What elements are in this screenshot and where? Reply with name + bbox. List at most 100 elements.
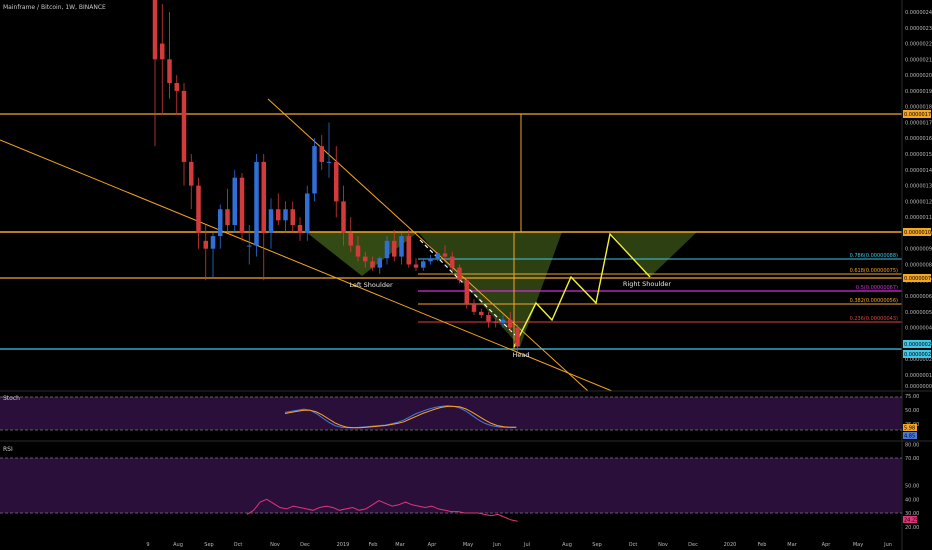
candle-body[interactable] <box>276 209 281 221</box>
candle-body[interactable] <box>152 0 158 60</box>
candle-body[interactable] <box>312 146 317 194</box>
candle-body[interactable] <box>167 59 172 84</box>
rsi-label: RSI <box>3 446 13 453</box>
candle-body[interactable] <box>218 209 223 237</box>
candle-body[interactable] <box>413 264 419 268</box>
candle-body[interactable] <box>377 258 383 268</box>
time-axis[interactable]: 9 Aug Sep Oct Nov Dec 2019 Feb Mar Apr May Jun Jul Au… <box>146 542 892 548</box>
candle-body[interactable] <box>290 209 296 226</box>
candle-body[interactable] <box>239 177 245 233</box>
time-tick-label: Jun <box>492 542 501 548</box>
price-tag-label: 0.00000101 <box>904 230 932 236</box>
candle-body[interactable] <box>203 240 209 249</box>
candle-body[interactable] <box>392 240 397 257</box>
time-tick-label: Jul <box>523 542 530 548</box>
candle-body[interactable] <box>254 161 259 246</box>
candle-body[interactable] <box>471 303 477 312</box>
right-shoulder-label: Right Shoulder <box>623 280 671 288</box>
rsi-line[interactable] <box>246 498 518 522</box>
candle-body[interactable] <box>196 185 201 233</box>
candle-body[interactable] <box>435 253 441 259</box>
candle-body[interactable] <box>160 43 165 60</box>
candle-body[interactable] <box>174 83 180 91</box>
candle-body[interactable] <box>384 240 390 259</box>
candle-body[interactable] <box>450 256 455 268</box>
candle-body[interactable] <box>363 256 368 262</box>
candle-body[interactable] <box>341 201 346 233</box>
candle-body[interactable] <box>189 161 194 186</box>
candle-body[interactable] <box>486 314 491 322</box>
candle-body[interactable] <box>225 209 230 226</box>
candle-body[interactable] <box>210 236 216 249</box>
price-tick-label: 0.00000003 <box>905 384 932 390</box>
rsi-tick-label: 30.00 <box>905 511 919 517</box>
time-tick-label: Feb <box>369 542 378 548</box>
candle-body[interactable] <box>326 161 332 163</box>
trendline-long[interactable] <box>0 139 613 392</box>
time-tick-label: 2019 <box>337 542 350 548</box>
stoch-pane[interactable]: Stoch <box>0 395 902 431</box>
candle-body[interactable] <box>283 209 288 221</box>
rsi-axis: 80.00 70.00 50.00 40.00 30.00 20.0024.25 <box>903 442 919 531</box>
candle-body[interactable] <box>334 161 339 202</box>
fib-label: 0.618(0.00000075) <box>850 268 898 274</box>
candle-body[interactable] <box>268 209 274 233</box>
candle-body[interactable] <box>515 327 520 347</box>
candle-body[interactable] <box>370 261 375 268</box>
candle-body[interactable] <box>348 232 354 246</box>
time-tick-label: Mar <box>787 542 797 548</box>
candle-body[interactable] <box>355 245 361 257</box>
time-tick-label: 2020 <box>724 542 737 548</box>
candle-body[interactable] <box>442 253 448 257</box>
candle-body[interactable] <box>493 321 499 323</box>
price-tag <box>903 274 931 282</box>
price-tag <box>903 228 931 236</box>
candle-body[interactable] <box>479 311 484 315</box>
projection-path[interactable] <box>513 232 651 348</box>
candle-body[interactable] <box>305 193 310 233</box>
candle-body[interactable] <box>297 225 303 233</box>
candle-series[interactable] <box>152 0 520 352</box>
time-tick-label: Oct <box>234 542 243 548</box>
candle-body[interactable] <box>421 261 426 268</box>
stoch-value-label: 4.85 <box>904 434 915 440</box>
candle-body[interactable] <box>232 177 238 226</box>
time-tick-label: Jun <box>883 542 892 548</box>
rsi-pane[interactable]: RSI <box>0 446 902 522</box>
candle-body[interactable] <box>500 319 506 323</box>
candle-body[interactable] <box>406 236 412 265</box>
candle-body[interactable] <box>399 236 404 257</box>
candle-body[interactable] <box>457 267 462 281</box>
time-tick-label: Nov <box>270 542 280 548</box>
stoch-k-line[interactable] <box>284 405 517 429</box>
candle-body[interactable] <box>464 280 470 304</box>
time-tick-label: Dec <box>688 542 698 548</box>
candle-body[interactable] <box>261 161 267 233</box>
candle-body[interactable] <box>247 245 252 247</box>
time-tick-label: May <box>463 542 473 548</box>
candle-body[interactable] <box>428 258 433 262</box>
time-tick-label: Aug <box>173 542 183 548</box>
stoch-d-line[interactable] <box>284 405 517 429</box>
left-shoulder-label: Left Shoulder <box>349 281 393 289</box>
rsi-value-label: 24.25 <box>904 518 918 524</box>
price-tag <box>903 340 931 348</box>
candle-body[interactable] <box>508 319 513 328</box>
time-tick-label: Dec <box>300 542 310 548</box>
candle-body[interactable] <box>319 146 325 162</box>
time-tick-label: Apr <box>428 542 438 548</box>
price-pane[interactable]: 0.786(0.00000088) 0.618(0.00000075) 0.5(… <box>0 0 902 392</box>
candle-body[interactable] <box>181 90 187 162</box>
